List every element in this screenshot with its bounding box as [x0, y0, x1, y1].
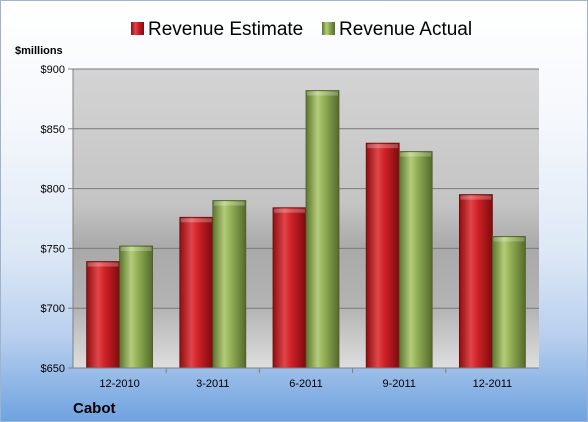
- x-tick-label: 9-2011: [382, 378, 415, 390]
- bar-revenue-estimate-3-2011: [179, 216, 214, 369]
- bar-highlight: [213, 201, 245, 206]
- bar-highlight: [400, 152, 432, 157]
- bar-highlight: [460, 195, 492, 200]
- bar-highlight: [367, 144, 399, 149]
- bar-revenue-actual-12-2010: [119, 245, 153, 369]
- x-tick-label: 12-2010: [99, 378, 139, 390]
- bar-highlight: [307, 91, 338, 96]
- bar-revenue-estimate-6-2011: [272, 207, 307, 369]
- x-tick-label: 6-2011: [289, 378, 322, 390]
- y-tick-label: $650: [41, 363, 65, 375]
- bar-revenue-actual-9-2011: [398, 151, 433, 369]
- x-tick-label: 12-2011: [473, 378, 513, 390]
- legend-swatch-revenue-actual: [322, 22, 335, 35]
- y-tick-label: $750: [41, 243, 65, 255]
- bar-revenue-actual-12-2011: [491, 236, 526, 369]
- bar-highlight: [87, 262, 119, 267]
- x-axis-ticks: 12-2010 3-2011 6-2011 9-2011 12-2011: [99, 368, 512, 390]
- y-axis-ticks: $650 $700 $750 $800 $850 $900: [41, 64, 73, 375]
- bar-revenue-actual-6-2011: [305, 90, 340, 369]
- legend: Revenue Estimate Revenue Actual: [131, 19, 472, 40]
- company-label: Cabot: [73, 400, 116, 417]
- bars: [86, 90, 526, 369]
- y-tick-label: $850: [41, 124, 65, 136]
- bar-revenue-estimate-12-2011: [458, 194, 493, 369]
- legend-label-revenue-actual: Revenue Actual: [339, 19, 472, 40]
- bar-revenue-estimate-9-2011: [365, 142, 400, 369]
- y-tick-label: $800: [41, 184, 65, 196]
- y-tick-label: $900: [41, 64, 65, 76]
- y-axis-label: $millions: [15, 45, 63, 57]
- bar-revenue-actual-3-2011: [212, 200, 247, 369]
- legend-swatch-revenue-estimate: [131, 22, 144, 35]
- x-tick-label: 3-2011: [196, 378, 229, 390]
- bar-highlight: [493, 237, 525, 242]
- bar-revenue-estimate-12-2010: [86, 261, 120, 369]
- bar-highlight: [274, 208, 305, 213]
- legend-label-revenue-estimate: Revenue Estimate: [148, 19, 303, 40]
- y-tick-label: $700: [41, 303, 65, 315]
- bar-highlight: [180, 218, 212, 223]
- bar-highlight: [120, 247, 152, 252]
